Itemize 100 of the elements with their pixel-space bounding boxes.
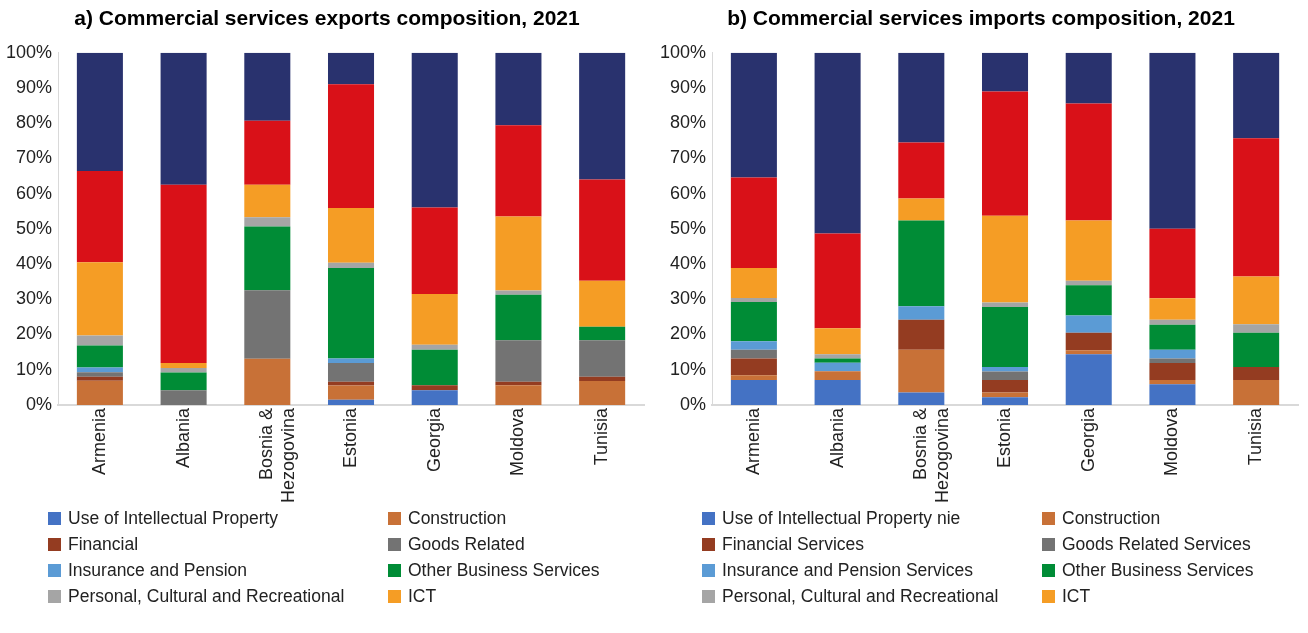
bar — [814, 354, 861, 359]
y-tick-label: 0% — [26, 393, 53, 414]
bar — [160, 184, 207, 364]
y-tick-label: 20% — [16, 323, 53, 344]
bar — [579, 280, 626, 327]
legend-label: Construction — [1062, 507, 1161, 529]
bar — [1065, 354, 1112, 405]
x-tick-label: Estonia — [339, 406, 360, 468]
bar — [411, 294, 458, 345]
bar — [730, 375, 777, 380]
bar — [495, 294, 542, 341]
bar — [1065, 220, 1112, 281]
bar — [1149, 363, 1196, 380]
bar — [76, 262, 123, 336]
x-tick-label: Tunisia — [1245, 406, 1266, 466]
bar — [730, 349, 777, 359]
bar — [1065, 103, 1112, 221]
bar — [244, 52, 291, 121]
bar — [982, 397, 1029, 405]
bar — [1149, 319, 1196, 325]
legend-label: ICT — [408, 585, 437, 607]
y-tick-label: 60% — [16, 182, 53, 203]
bar — [730, 358, 777, 376]
y-tick-label: 0% — [680, 393, 707, 414]
x-tick-label: Georgia — [423, 406, 444, 472]
bar — [982, 379, 1029, 393]
legend-label: Other Business Services — [1062, 559, 1254, 581]
chart-title: b) Commercial services imports composition, 2021 — [726, 5, 1236, 31]
legend-label: Goods Related — [408, 533, 525, 555]
y-tick-label: 50% — [16, 217, 53, 238]
legend-label: Other Business Services — [408, 559, 600, 581]
legend-label: Construction — [408, 507, 507, 529]
bar — [814, 233, 861, 329]
bar — [814, 328, 861, 355]
bar — [1065, 52, 1112, 104]
bar — [1149, 379, 1196, 385]
bar — [244, 290, 291, 359]
y-tick-label: 70% — [670, 147, 707, 168]
x-tick-label: Estonia — [993, 406, 1014, 468]
x-tick-label: Moldova — [507, 406, 528, 476]
bar — [411, 52, 458, 208]
x-tick-label: Armenia — [88, 406, 109, 475]
bar — [495, 290, 542, 295]
bar — [76, 376, 123, 381]
bar — [1149, 228, 1196, 299]
legend-label: Financial — [68, 533, 139, 555]
bar — [898, 220, 945, 307]
y-tick-label: 10% — [16, 358, 53, 379]
bar — [328, 381, 375, 386]
bar — [244, 217, 291, 227]
bar — [982, 91, 1029, 216]
x-tick-label: Albania — [172, 406, 193, 468]
bar — [1065, 350, 1112, 355]
bar — [730, 341, 777, 350]
bar — [495, 216, 542, 291]
bar — [814, 371, 861, 380]
x-tick-label: Bosnia & Hezogovina — [256, 406, 298, 503]
y-tick-label: 10% — [670, 358, 707, 379]
y-tick-label: 80% — [670, 112, 707, 133]
bar — [328, 262, 375, 268]
bar — [411, 390, 458, 405]
bar — [982, 52, 1029, 92]
bar — [1233, 366, 1280, 380]
legend-label: Personal, Cultural and Recreational — [68, 585, 345, 607]
bar — [814, 379, 861, 405]
bar — [1149, 324, 1196, 350]
bar — [76, 345, 123, 368]
bar — [76, 372, 123, 377]
legend-label: Insurance and Pension Services — [722, 559, 973, 581]
bar — [982, 302, 1029, 308]
y-tick-label: 100% — [5, 41, 53, 62]
bar — [814, 362, 861, 372]
bar — [160, 372, 207, 391]
bar — [730, 177, 777, 268]
y-tick-label: 60% — [670, 182, 707, 203]
chart-title: a) Commercial services exports composition, 2021 — [73, 5, 581, 31]
bar — [411, 344, 458, 350]
bar — [1149, 298, 1196, 320]
bar — [1233, 138, 1280, 277]
bar — [898, 392, 945, 405]
y-tick-label: 90% — [16, 76, 53, 97]
bar — [411, 349, 458, 386]
bar — [328, 208, 375, 263]
bar — [898, 319, 945, 350]
x-tick-label: Albania — [826, 406, 847, 468]
bar — [160, 363, 207, 368]
bar — [730, 297, 777, 303]
bar — [1149, 358, 1196, 364]
bar — [495, 340, 542, 382]
bar — [328, 399, 375, 405]
bar — [411, 207, 458, 295]
bar — [160, 52, 207, 185]
x-tick-label: Bosnia & Hezogovina — [910, 406, 952, 503]
bar — [1233, 332, 1280, 367]
legend-label: Insurance and Pension — [68, 559, 248, 581]
legend-label: Financial Services — [722, 533, 864, 555]
bar — [1233, 276, 1280, 325]
bar — [579, 326, 626, 341]
y-tick-label: 50% — [670, 217, 707, 238]
y-tick-label: 80% — [16, 112, 53, 133]
